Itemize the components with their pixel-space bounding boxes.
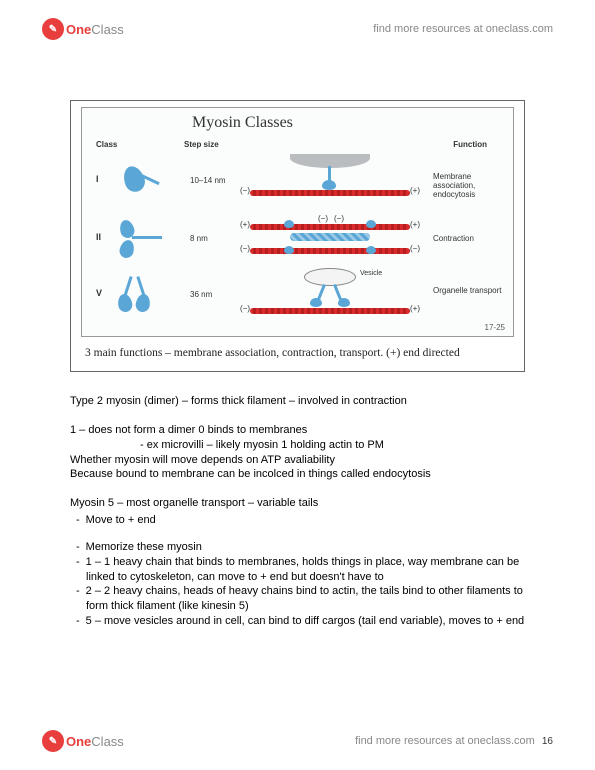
plus-label: (+) (240, 220, 250, 229)
note-bullet: 5 – move vesicles around in cell, can bi… (70, 614, 525, 629)
note-line: 1 – does not form a dimer 0 binds to mem… (70, 423, 525, 438)
minus-label: (−) (240, 304, 250, 313)
myosin-classes-chart: Myosin Classes Class Step size Function … (81, 107, 514, 337)
minus-label: (−) (240, 186, 250, 195)
minus-label: (−) (240, 244, 250, 253)
plus-label: (+) (410, 220, 420, 229)
note-bullet: 1 – 1 heavy chain that binds to membrane… (70, 555, 525, 585)
lecture-notes: Type 2 myosin (dimer) – forms thick fila… (70, 394, 525, 629)
diagram-1: (−) (+) (240, 156, 420, 204)
class-label: II (96, 232, 101, 242)
step-label: 10–14 nm (190, 176, 226, 185)
page-footer: ✎ OneClass find more resources at onecla… (0, 730, 595, 752)
chart-row-3: V 36 nm Vesicle (−) (+) (82, 268, 513, 320)
note-bullet: Move to + end (70, 513, 525, 528)
brand-name: OneClass (66, 734, 124, 749)
page-number: 16 (542, 736, 553, 747)
step-label: 8 nm (190, 234, 208, 243)
logo-pencil-icon: ✎ (42, 18, 64, 40)
step-label: 36 nm (190, 290, 212, 299)
note-line: Type 2 myosin (dimer) – forms thick fila… (70, 394, 525, 409)
class-label: V (96, 288, 102, 298)
minus-label: (−) (318, 214, 328, 223)
note-line: Myosin 5 – most organelle transport – va… (70, 496, 525, 511)
myosin2-icon (118, 216, 168, 260)
footer-tagline: find more resources at oneclass.com (355, 735, 535, 747)
function-label: Contraction (433, 234, 503, 243)
minus-label: (−) (410, 244, 420, 253)
function-label: Organelle transport (433, 286, 503, 295)
figure-page-ref: 17-25 (485, 323, 505, 332)
col-function: Function (453, 140, 487, 149)
brand-logo: ✎ OneClass (42, 18, 124, 40)
class-label: I (96, 174, 99, 184)
page-header: ✎ OneClass find more resources at onecla… (0, 18, 595, 40)
brand-logo: ✎ OneClass (42, 730, 124, 752)
myosin1-icon (118, 158, 168, 202)
header-tagline: find more resources at oneclass.com (373, 23, 553, 35)
logo-pencil-icon: ✎ (42, 730, 64, 752)
chart-row-2: II 8 nm (+) (+) (−) (82, 212, 513, 264)
figure-caption: 3 main functions – membrane association,… (81, 345, 514, 361)
figure-container: Myosin Classes Class Step size Function … (70, 100, 525, 372)
diagram-2: (+) (+) (−) (−) (−) (−) (240, 214, 420, 262)
footer-right: find more resources at oneclass.com 16 (355, 735, 553, 747)
note-line: Because bound to membrane can be incolce… (70, 467, 525, 482)
myosin5-icon (118, 272, 168, 316)
chart-row-1: I 10–14 nm (−) (+) Membrane association,… (82, 154, 513, 206)
diagram-3: Vesicle (−) (+) (240, 270, 420, 318)
vesicle-label: Vesicle (360, 270, 382, 277)
brand-name: OneClass (66, 22, 124, 37)
plus-label: (+) (410, 186, 420, 195)
note-line: - ex microvilli – likely myosin 1 holdin… (70, 438, 525, 453)
page-content: Myosin Classes Class Step size Function … (70, 100, 525, 629)
plus-label: (+) (410, 304, 420, 313)
chart-title: Myosin Classes (192, 114, 293, 132)
col-step: Step size (184, 140, 219, 149)
function-label: Membrane association, endocytosis (433, 172, 503, 200)
minus-label: (−) (334, 214, 344, 223)
col-class: Class (96, 140, 117, 149)
note-bullet: 2 – 2 heavy chains, heads of heavy chain… (70, 584, 525, 614)
note-line: Whether myosin will move depends on ATP … (70, 453, 525, 468)
note-bullet: Memorize these myosin (70, 540, 525, 555)
